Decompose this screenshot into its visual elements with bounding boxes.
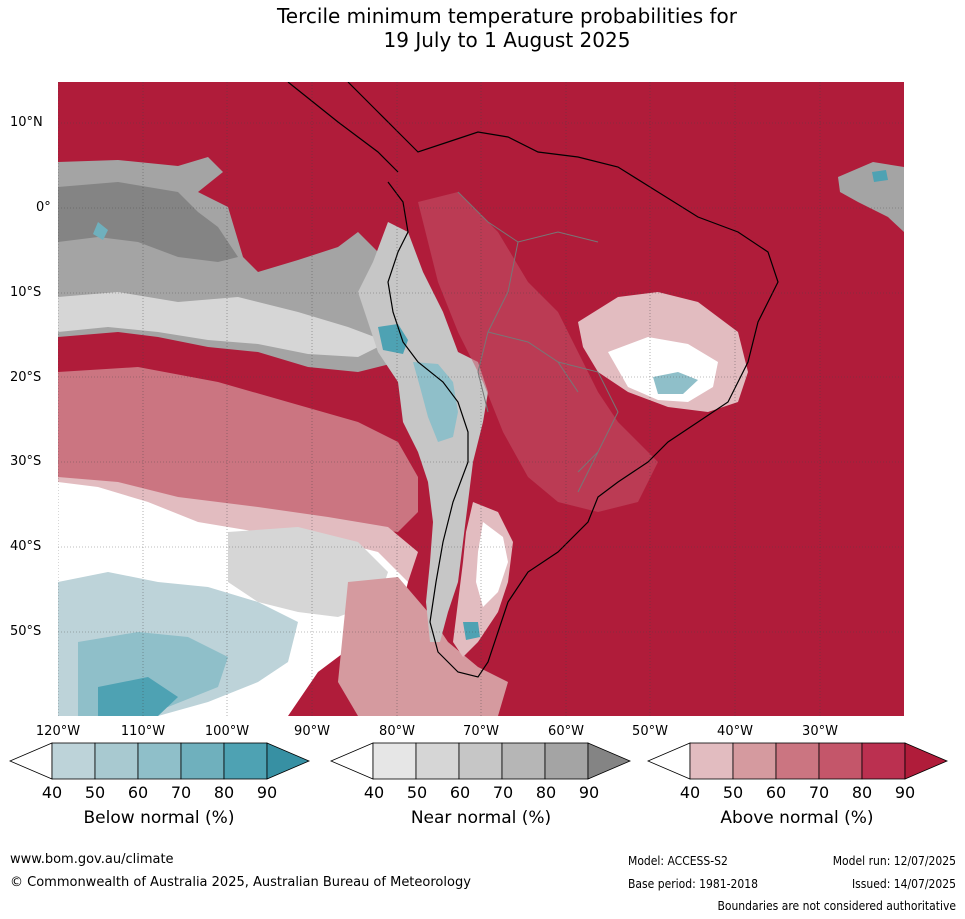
colorbar-near-tick-50: 50 — [406, 783, 428, 802]
lat-label-40s: 40°S — [10, 539, 42, 554]
central-america-coastline — [287, 82, 399, 173]
pacific-near-light-band — [58, 292, 388, 357]
colorbar-below-tick-40: 40 — [41, 783, 63, 802]
footer-base-period: Base period: 1981-2018 — [628, 877, 759, 891]
lat-label-20s: 20°S — [10, 370, 42, 385]
lon-label-80w: 80°W — [379, 724, 415, 739]
continent-above-70-zone — [418, 192, 658, 512]
footer-website: www.bom.gov.au/climate — [10, 852, 174, 867]
patagonia-white-region — [476, 522, 508, 607]
colorbar-above-tick-60: 60 — [765, 783, 787, 802]
title-line-2: 19 July to 1 August 2025 — [383, 28, 631, 52]
footer-model: Model: ACCESS-S2 — [628, 854, 728, 868]
probability-map — [58, 82, 904, 716]
colorbar-near-tick-90: 90 — [578, 783, 600, 802]
map-canvas — [58, 82, 904, 716]
lon-label-60w: 60°W — [548, 724, 584, 739]
pacific-below-patch — [93, 222, 108, 240]
footer-copyright: © Commonwealth of Australia 2025, Austra… — [10, 875, 471, 890]
patagonia-below-patch — [463, 622, 480, 640]
south-pacific-above-light-region — [338, 577, 508, 716]
lat-label-10s: 10°S — [10, 285, 42, 300]
colorbar-above-normal — [647, 742, 949, 780]
lon-label-70w: 70°W — [463, 724, 499, 739]
brazil-highland-below-patch — [653, 372, 698, 394]
andes-below-patch-central — [413, 362, 458, 442]
colorbar-above-tick-80: 80 — [851, 783, 873, 802]
map-title: Tercile minimum temperature probabilitie… — [0, 4, 965, 52]
pacific-near-90-region — [58, 182, 238, 262]
colorbar-above-tick-50: 50 — [722, 783, 744, 802]
colorbar-near-normal — [330, 742, 632, 780]
footer-model-run: Model run: 12/07/2025 — [832, 854, 956, 868]
lon-label-40w: 40°W — [717, 724, 753, 739]
lon-label-110w: 110°W — [120, 724, 166, 739]
footer-issued: Issued: 14/07/2025 — [851, 877, 956, 891]
lon-label-50w: 50°W — [632, 724, 668, 739]
colorbar-near-tick-80: 80 — [535, 783, 557, 802]
colorbar-above-tick-90: 90 — [894, 783, 916, 802]
lon-label-90w: 90°W — [294, 724, 330, 739]
title-line-1: Tercile minimum temperature probabilitie… — [276, 4, 738, 28]
atlantic-below-spot — [872, 170, 888, 182]
southeast-pacific-below-80-region — [98, 677, 178, 716]
colorbar-below-normal — [9, 742, 311, 780]
lon-label-120w: 120°W — [35, 724, 81, 739]
colorbar-below-tick-50: 50 — [84, 783, 106, 802]
map-gridlines — [58, 82, 904, 716]
colorbar-above-label: Above normal (%) — [720, 808, 874, 828]
lat-label-50s: 50°S — [10, 624, 42, 639]
colorbar-above-tick-70: 70 — [808, 783, 830, 802]
south-america-coastline — [347, 82, 779, 678]
lon-label-30w: 30°W — [802, 724, 838, 739]
colorbar-near-tick-40: 40 — [363, 783, 385, 802]
colorbar-near-tick-60: 60 — [449, 783, 471, 802]
colorbar-below-tick-70: 70 — [170, 783, 192, 802]
colorbar-below-tick-90: 90 — [256, 783, 278, 802]
colorbar-near-label: Near normal (%) — [410, 808, 552, 828]
colorbar-above-tick-40: 40 — [679, 783, 701, 802]
colorbar-below-tick-60: 60 — [127, 783, 149, 802]
colorbar-below-label: Below normal (%) — [83, 808, 235, 828]
lat-label-10n: 10°N — [10, 115, 43, 130]
colorbar-below-tick-80: 80 — [213, 783, 235, 802]
country-borders — [457, 191, 619, 493]
lat-label-0: 0° — [36, 200, 51, 215]
lat-label-30s: 30°S — [10, 454, 42, 469]
colorbar-near-tick-70: 70 — [492, 783, 514, 802]
footer-disclaimer: Boundaries are not considered authoritat… — [717, 899, 956, 913]
lon-label-100w: 100°W — [204, 724, 250, 739]
andes-below-patch-north — [378, 324, 408, 354]
